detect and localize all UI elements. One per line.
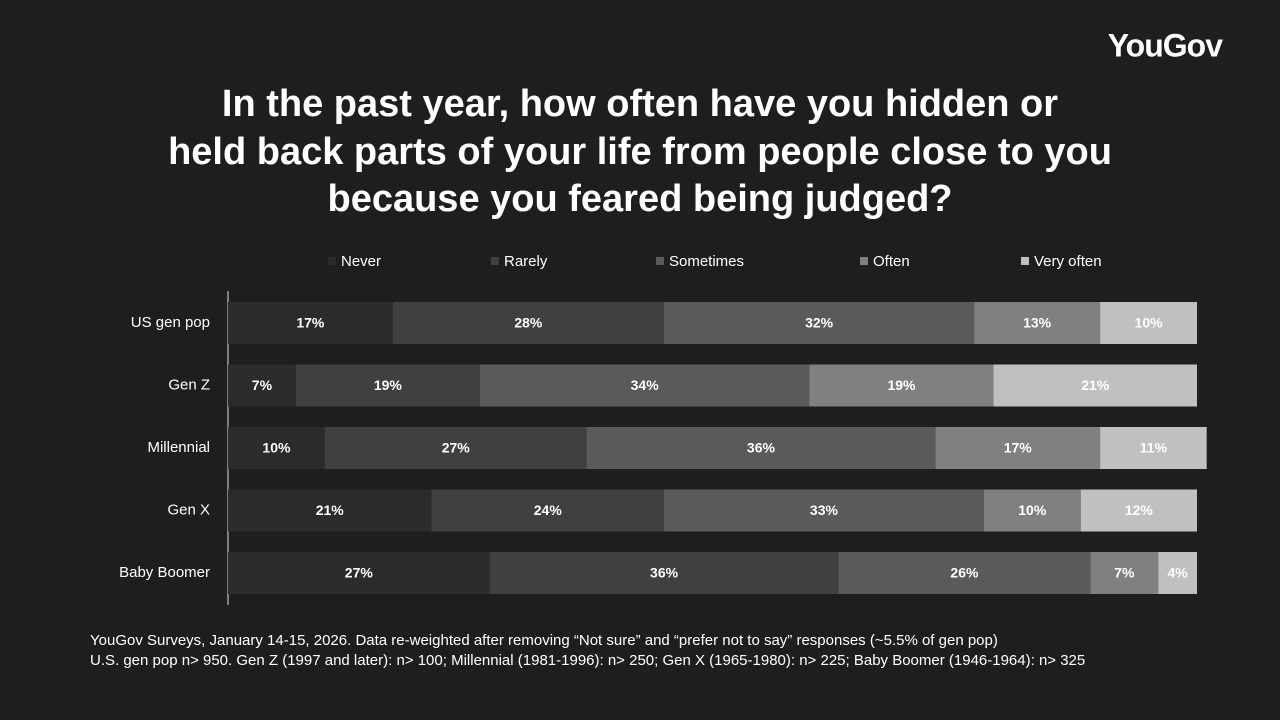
bar-segment xyxy=(295,364,480,407)
value-label: 36% xyxy=(747,440,776,456)
bar-segment xyxy=(324,427,587,469)
value-label: 17% xyxy=(1004,440,1033,456)
y-tick-label: Millennial xyxy=(147,439,210,456)
bar-segment xyxy=(228,552,490,594)
chart-title: held back parts of your life from people… xyxy=(168,131,1112,173)
y-tick-label: Gen Z xyxy=(168,376,210,393)
legend-label: Never xyxy=(341,253,381,270)
value-label: 10% xyxy=(262,440,291,456)
bar-segment xyxy=(1100,302,1197,344)
value-label: 21% xyxy=(1081,377,1110,393)
legend-label: Often xyxy=(873,253,910,270)
bar-segment xyxy=(664,302,975,344)
legend-swatch xyxy=(860,257,868,265)
value-label: 12% xyxy=(1125,502,1154,518)
bar-segment xyxy=(1080,489,1197,532)
legend-label: Very often xyxy=(1034,253,1102,270)
bar-segment xyxy=(983,489,1081,532)
bar-segment xyxy=(993,364,1197,407)
footnote: YouGov Surveys, January 14-15, 2026. Dat… xyxy=(90,632,998,649)
bar-segment xyxy=(228,427,325,469)
bar-segment xyxy=(392,302,665,344)
value-label: 26% xyxy=(950,565,979,581)
bar-segment xyxy=(431,489,665,532)
bar-segment xyxy=(228,364,296,407)
bar-segment xyxy=(1158,552,1197,594)
y-tick-label: Baby Boomer xyxy=(119,564,210,581)
bar-segment xyxy=(1090,552,1159,594)
legend-label: Rarely xyxy=(504,253,548,270)
bar-segment xyxy=(838,552,1091,594)
bar-segment xyxy=(809,364,994,407)
value-label: 33% xyxy=(810,502,839,518)
value-label: 21% xyxy=(316,502,345,518)
value-label: 7% xyxy=(1114,565,1135,581)
brand-logo: YouGov xyxy=(1108,27,1224,63)
value-label: 28% xyxy=(514,315,543,331)
value-label: 27% xyxy=(345,565,374,581)
value-label: 13% xyxy=(1023,315,1052,331)
value-label: 34% xyxy=(631,377,660,393)
value-label: 19% xyxy=(374,377,403,393)
value-label: 24% xyxy=(534,502,563,518)
y-tick-label: US gen pop xyxy=(131,314,210,331)
value-label: 10% xyxy=(1135,315,1164,331)
value-label: 7% xyxy=(252,377,273,393)
bar-segment xyxy=(228,302,393,344)
value-label: 17% xyxy=(296,315,325,331)
footnote: U.S. gen pop n> 950. Gen Z (1997 and lat… xyxy=(90,652,1085,669)
chart-title: In the past year, how often have you hid… xyxy=(222,83,1058,125)
bar-segment xyxy=(228,489,432,532)
value-label: 10% xyxy=(1018,502,1047,518)
legend-swatch xyxy=(328,257,336,265)
value-label: 27% xyxy=(442,440,471,456)
bar-segment xyxy=(489,552,839,594)
y-tick-label: Gen X xyxy=(167,501,210,518)
legend-swatch xyxy=(1021,257,1029,265)
value-label: 32% xyxy=(805,315,834,331)
legend-swatch xyxy=(491,257,499,265)
value-label: 4% xyxy=(1168,565,1189,581)
value-label: 19% xyxy=(887,377,916,393)
bar-segment xyxy=(586,427,936,469)
bar-segment xyxy=(1100,427,1207,469)
value-label: 11% xyxy=(1140,440,1168,456)
value-label: 36% xyxy=(650,565,679,581)
bar-segment xyxy=(974,302,1101,344)
bar-segment xyxy=(935,427,1101,469)
bar-segment xyxy=(479,364,810,407)
bar-segment xyxy=(664,489,984,532)
legend-swatch xyxy=(656,257,664,265)
chart-title: because you feared being judged? xyxy=(327,178,952,220)
legend-label: Sometimes xyxy=(669,253,744,270)
